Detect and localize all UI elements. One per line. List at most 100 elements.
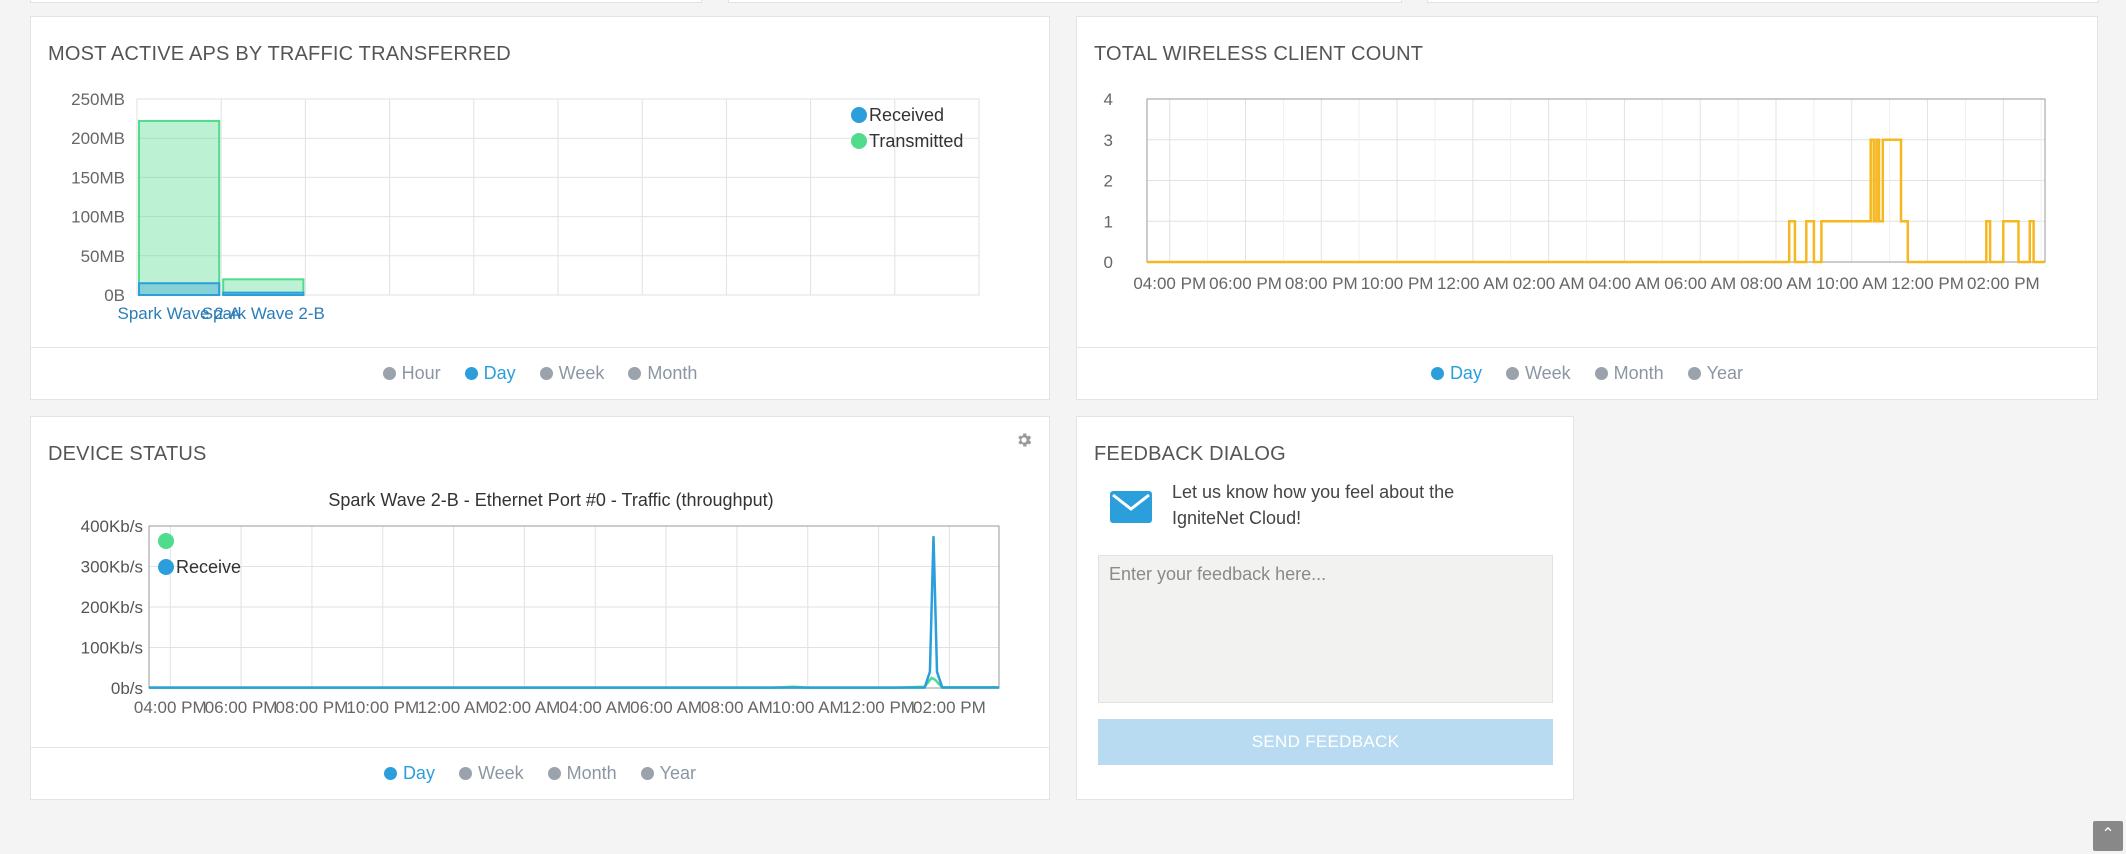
radio-dot-icon: [1430, 367, 1444, 380]
x-tick-label: 04:00 AM: [1589, 274, 1661, 293]
x-tick-label: 08:00 AM: [701, 698, 773, 717]
x-tick-label: 12:00 AM: [418, 698, 490, 717]
plot-frame: [136, 98, 980, 296]
y-tick-label: 50MB: [81, 247, 125, 266]
y-tick-label: 2: [1104, 172, 1113, 191]
y-tick-label: 100MB: [71, 208, 125, 227]
legend-marker: [158, 533, 174, 549]
envelope-icon: [1110, 491, 1152, 523]
range-selector: Day Week Month Year: [1077, 347, 2097, 399]
top-card-edge: [728, 0, 1402, 3]
radio-dot-icon: [382, 367, 396, 380]
x-tick-label: 08:00 AM: [1740, 274, 1812, 293]
feedback-input[interactable]: [1098, 555, 1553, 703]
x-tick-label: 04:00 PM: [1133, 274, 1206, 293]
panel-title: TOTAL WIRELESS CLIENT COUNT: [1094, 43, 1424, 65]
radio-dot-icon: [464, 367, 478, 380]
device-status-panel: DEVICE STATUS Spark Wave 2-B - Ethernet …: [30, 416, 1050, 800]
x-tick-label: 02:00 PM: [1967, 274, 2040, 293]
radio-dot-icon: [640, 767, 654, 780]
legend-label: Received: [869, 105, 944, 125]
range-option-day[interactable]: Day: [464, 363, 516, 384]
radio-dot-icon: [383, 767, 397, 780]
y-tick-label: 400Kb/s: [81, 517, 143, 536]
series-line: [149, 536, 999, 689]
x-tick-label: 04:00 AM: [559, 698, 631, 717]
panel-title: FEEDBACK DIALOG: [1094, 443, 1286, 465]
radio-dot-icon: [1687, 367, 1701, 380]
range-option-month[interactable]: Month: [628, 363, 697, 384]
x-tick-label: 02:00 AM: [1513, 274, 1585, 293]
x-tick-label: 06:00 PM: [1209, 274, 1282, 293]
range-option-day[interactable]: Day: [383, 763, 435, 784]
x-tick-label: 06:00 AM: [1664, 274, 1736, 293]
range-option-month[interactable]: Month: [1594, 363, 1664, 384]
chart-title: Spark Wave 2-B - Ethernet Port #0 - Traf…: [328, 490, 773, 510]
y-tick-label: 250MB: [71, 90, 125, 109]
x-tick-label: 08:00 PM: [1285, 274, 1358, 293]
x-tick-label: 08:00 PM: [276, 698, 349, 717]
legend-label: Transmitted: [869, 131, 963, 151]
y-tick-label: 1: [1104, 212, 1113, 231]
x-tick-label: Spark Wave 2-A: [118, 304, 242, 323]
range-option-week[interactable]: Week: [1505, 363, 1571, 384]
range-selector: Day Week Month Year: [31, 747, 1049, 799]
range-option-year[interactable]: Year: [640, 763, 696, 784]
x-tick-label: 02:00 PM: [913, 698, 986, 717]
x-tick-label: 06:00 AM: [630, 698, 702, 717]
x-tick-label: 10:00 AM: [1816, 274, 1888, 293]
y-tick-label: 200MB: [71, 129, 125, 148]
y-tick-label: 0b/s: [111, 679, 143, 698]
range-option-hour[interactable]: Hour: [382, 363, 441, 384]
aps-traffic-panel: MOST ACTIVE APS BY TRAFFIC TRANSFERRED 0…: [30, 16, 1050, 400]
feedback-message: Let us know how you feel about the Ignit…: [1172, 482, 1455, 528]
panel-title: DEVICE STATUS: [48, 443, 207, 465]
x-tick-label: 10:00 AM: [772, 698, 844, 717]
x-tick-label: Spark Wave 2-B: [202, 304, 325, 323]
y-tick-label: 300Kb/s: [81, 558, 143, 577]
device-traffic-chart: Spark Wave 2-B - Ethernet Port #0 - Traf…: [81, 490, 1000, 717]
bar-transmitted: [138, 119, 221, 297]
radio-dot-icon: [539, 367, 553, 380]
top-card-edge: [1427, 0, 2099, 3]
x-tick-label: 12:00 PM: [1891, 274, 1964, 293]
bar-received: [138, 282, 221, 296]
legend-marker: [851, 107, 867, 123]
y-tick-label: 100Kb/s: [81, 639, 143, 658]
x-tick-label: 10:00 PM: [1361, 274, 1434, 293]
double-chevron-up-icon[interactable]: ⌃: [2093, 821, 2123, 851]
y-tick-label: 0B: [104, 286, 125, 305]
x-tick-label: 12:00 PM: [842, 698, 915, 717]
series-line: [149, 676, 999, 689]
y-tick-label: 3: [1104, 131, 1113, 150]
send-feedback-button[interactable]: SEND FEEDBACK: [1098, 719, 1553, 765]
legend-marker: [158, 559, 174, 575]
radio-dot-icon: [1505, 367, 1519, 380]
client-count-panel: TOTAL WIRELESS CLIENT COUNT 0 1 2 3 4 04:00 P…: [1076, 16, 2098, 400]
x-tick-label: 10:00 PM: [346, 698, 419, 717]
panel-title: MOST ACTIVE APS BY TRAFFIC TRANSFERRED: [48, 43, 511, 65]
range-option-week[interactable]: Week: [458, 763, 524, 784]
radio-dot-icon: [628, 367, 642, 380]
range-option-year[interactable]: Year: [1687, 363, 1743, 384]
range-option-day[interactable]: Day: [1430, 363, 1482, 384]
y-tick-label: 200Kb/s: [81, 598, 143, 617]
feedback-panel: FEEDBACK DIALOG Let us know how you feel…: [1076, 416, 1574, 800]
top-card-edge: [30, 0, 702, 3]
radio-dot-icon: [1594, 367, 1608, 380]
y-tick-label: 4: [1104, 90, 1113, 109]
range-option-week[interactable]: Week: [539, 363, 604, 384]
series-line: [1147, 138, 2045, 264]
y-tick-label: 150MB: [71, 168, 125, 187]
radio-dot-icon: [547, 767, 561, 780]
gear-icon[interactable]: [1015, 431, 1033, 449]
y-tick-label: 0: [1104, 253, 1113, 272]
x-tick-label: 04:00 PM: [134, 698, 207, 717]
radio-dot-icon: [458, 767, 472, 780]
legend-label: Receive: [176, 557, 241, 577]
x-tick-label: 12:00 AM: [1437, 274, 1509, 293]
range-option-month[interactable]: Month: [547, 763, 617, 784]
aps-traffic-chart: 0B 50MB 100MB 150MB 200MB 250MB Spark Wave 2-A…: [71, 90, 980, 323]
range-selector: Hour Day Week Month: [31, 347, 1049, 399]
